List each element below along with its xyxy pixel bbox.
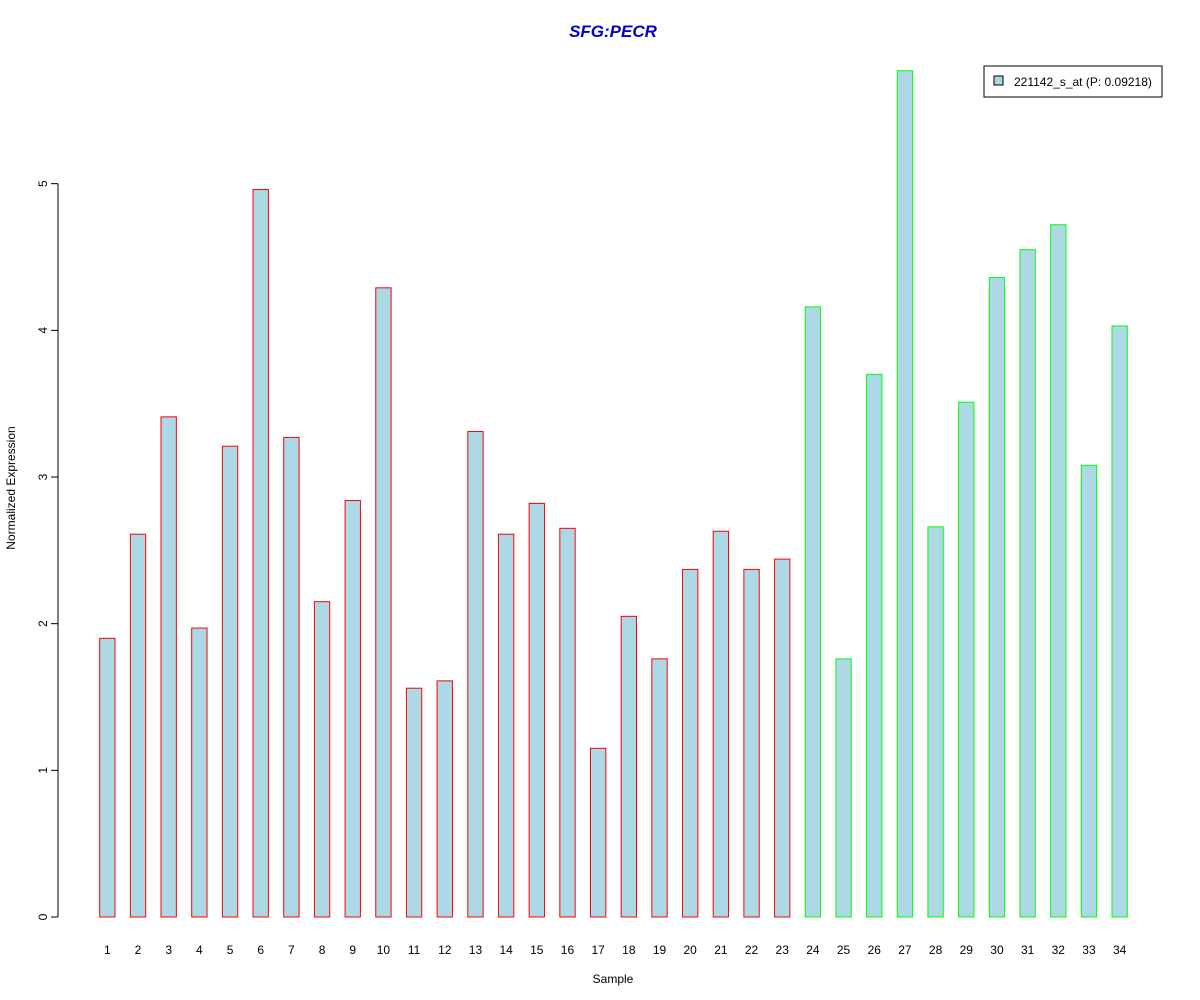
x-tick-label: 6	[257, 943, 264, 957]
x-tick-label: 8	[319, 943, 326, 957]
bar	[436, 680, 453, 918]
x-tick-label: 5	[227, 943, 234, 957]
x-axis-label: Sample	[593, 972, 634, 986]
bar	[927, 526, 944, 918]
bar	[221, 445, 239, 918]
bar	[313, 601, 331, 918]
bar	[682, 568, 699, 918]
x-tick-label: 13	[469, 943, 483, 957]
x-tick-label: 31	[1021, 943, 1035, 957]
bar	[344, 499, 361, 918]
x-tick-label: 16	[561, 943, 575, 957]
x-tick-label: 14	[499, 943, 513, 957]
bar	[99, 637, 116, 918]
x-tick-label: 2	[135, 943, 142, 957]
x-tick-label: 24	[806, 943, 820, 957]
y-tick-label: 3	[36, 473, 50, 480]
x-tick-label: 15	[530, 943, 544, 957]
x-tick-label: 23	[776, 943, 790, 957]
x-tick-label: 1	[104, 943, 111, 957]
x-tick-label: 20	[684, 943, 698, 957]
y-tick-label: 2	[36, 620, 50, 627]
x-tick-label: 30	[990, 943, 1004, 957]
x-tick-label: 22	[745, 943, 759, 957]
x-tick-label: 12	[438, 943, 452, 957]
x-tick-label: 29	[960, 943, 974, 957]
bar	[160, 416, 177, 918]
bar	[375, 287, 392, 918]
x-tick-label: 17	[591, 943, 605, 957]
bar	[497, 533, 515, 918]
x-axis-labels: 1 2 3 4 5 6 7 8 9 10 11 12 13 14 15 16 17 18 19 20 21 22 23 24 2…	[104, 943, 1127, 957]
legend-swatch	[993, 75, 1004, 86]
bar	[988, 277, 1006, 918]
bar	[191, 627, 208, 918]
x-tick-label: 7	[288, 943, 295, 957]
bar	[1050, 224, 1067, 918]
x-tick-label: 28	[929, 943, 943, 957]
x-tick-label: 11	[408, 943, 421, 957]
bar	[712, 530, 730, 918]
bar	[774, 558, 791, 918]
legend-box	[983, 65, 1163, 98]
x-tick-label: 21	[714, 943, 728, 957]
bar	[252, 189, 269, 918]
bar	[1019, 249, 1036, 918]
x-tick-label: 26	[868, 943, 882, 957]
x-tick-label: 25	[837, 943, 851, 957]
x-tick-label: 18	[622, 943, 636, 957]
bar	[804, 306, 822, 918]
bar	[651, 658, 668, 918]
bar	[866, 373, 883, 918]
bar	[743, 568, 760, 918]
y-axis: 0 1 2 3 4 5	[36, 180, 59, 920]
bar	[528, 502, 545, 918]
bar	[1080, 464, 1098, 918]
x-tick-label: 19	[653, 943, 667, 957]
bar	[835, 658, 852, 918]
bar	[589, 747, 607, 918]
bars	[99, 70, 1128, 918]
bar	[620, 615, 638, 918]
x-tick-label: 34	[1113, 943, 1127, 957]
x-tick-label: 10	[377, 943, 391, 957]
legend-label: 221142_s_at (P: 0.09218)	[1014, 75, 1152, 89]
y-axis-label: Normalized Expression	[4, 426, 18, 549]
x-tick-label: 32	[1052, 943, 1066, 957]
legend: 221142_s_at (P: 0.09218)	[983, 65, 1163, 98]
bar	[283, 436, 300, 918]
y-tick-label: 5	[36, 180, 50, 187]
bar	[1111, 325, 1128, 918]
bar	[559, 527, 576, 918]
y-tick-label: 4	[36, 327, 50, 334]
y-tick-label: 1	[36, 767, 50, 774]
bar	[958, 401, 975, 918]
x-tick-label: 33	[1082, 943, 1096, 957]
bar	[405, 687, 423, 918]
y-tick-label: 0	[36, 913, 50, 920]
x-tick-label: 27	[898, 943, 912, 957]
x-tick-label: 9	[349, 943, 356, 957]
chart-title: SFG:PECR	[569, 22, 658, 41]
bar	[467, 431, 484, 918]
bar	[129, 533, 147, 918]
x-tick-label: 4	[196, 943, 203, 957]
x-tick-label: 3	[165, 943, 172, 957]
bar	[896, 70, 914, 918]
